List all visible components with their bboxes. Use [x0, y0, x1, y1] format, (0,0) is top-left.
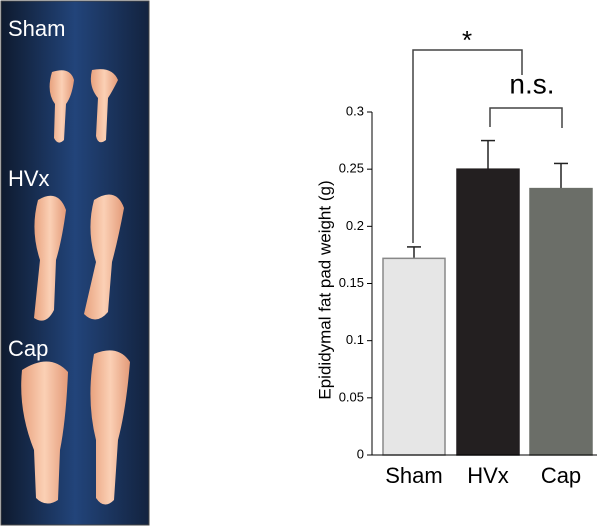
significance-label: * [462, 25, 472, 55]
x-tick-label: HVx [467, 463, 509, 488]
y-tick-label: 0.1 [346, 332, 364, 347]
bar [382, 257, 446, 456]
y-tick-label: 0.15 [339, 275, 364, 290]
y-axis-label: Epididymal fat pad weight (g) [315, 180, 334, 399]
bar [456, 168, 520, 456]
significance-label: n.s. [509, 68, 554, 99]
y-tick-label: 0 [357, 446, 364, 461]
photo-label: HVx [8, 166, 50, 191]
significance-bracket [489, 107, 563, 128]
y-tick-label: 0.3 [346, 103, 364, 118]
y-tick-label: 0.2 [346, 218, 364, 233]
photo-panel: Sham HVx Cap [0, 0, 150, 526]
photo-background [0, 0, 150, 526]
tissue [90, 69, 118, 143]
x-tick-label: Sham [385, 463, 442, 488]
photo-label: Sham [8, 16, 65, 41]
y-tick-label: 0.05 [339, 389, 364, 404]
tissue [34, 195, 66, 321]
x-tick-label: Cap [541, 463, 581, 488]
tissue [21, 361, 68, 504]
photo-label: Cap [8, 336, 48, 361]
tissue [90, 350, 130, 505]
tissue [84, 194, 124, 320]
chart: 0 0.05 0.1 0.15 0.2 0.25 0.3 Sham HVx Cap * n.s. [339, 25, 597, 488]
bar [529, 187, 593, 456]
y-tick-label: 0.25 [339, 161, 364, 176]
significance-bracket [412, 49, 523, 243]
tissue [49, 70, 74, 143]
